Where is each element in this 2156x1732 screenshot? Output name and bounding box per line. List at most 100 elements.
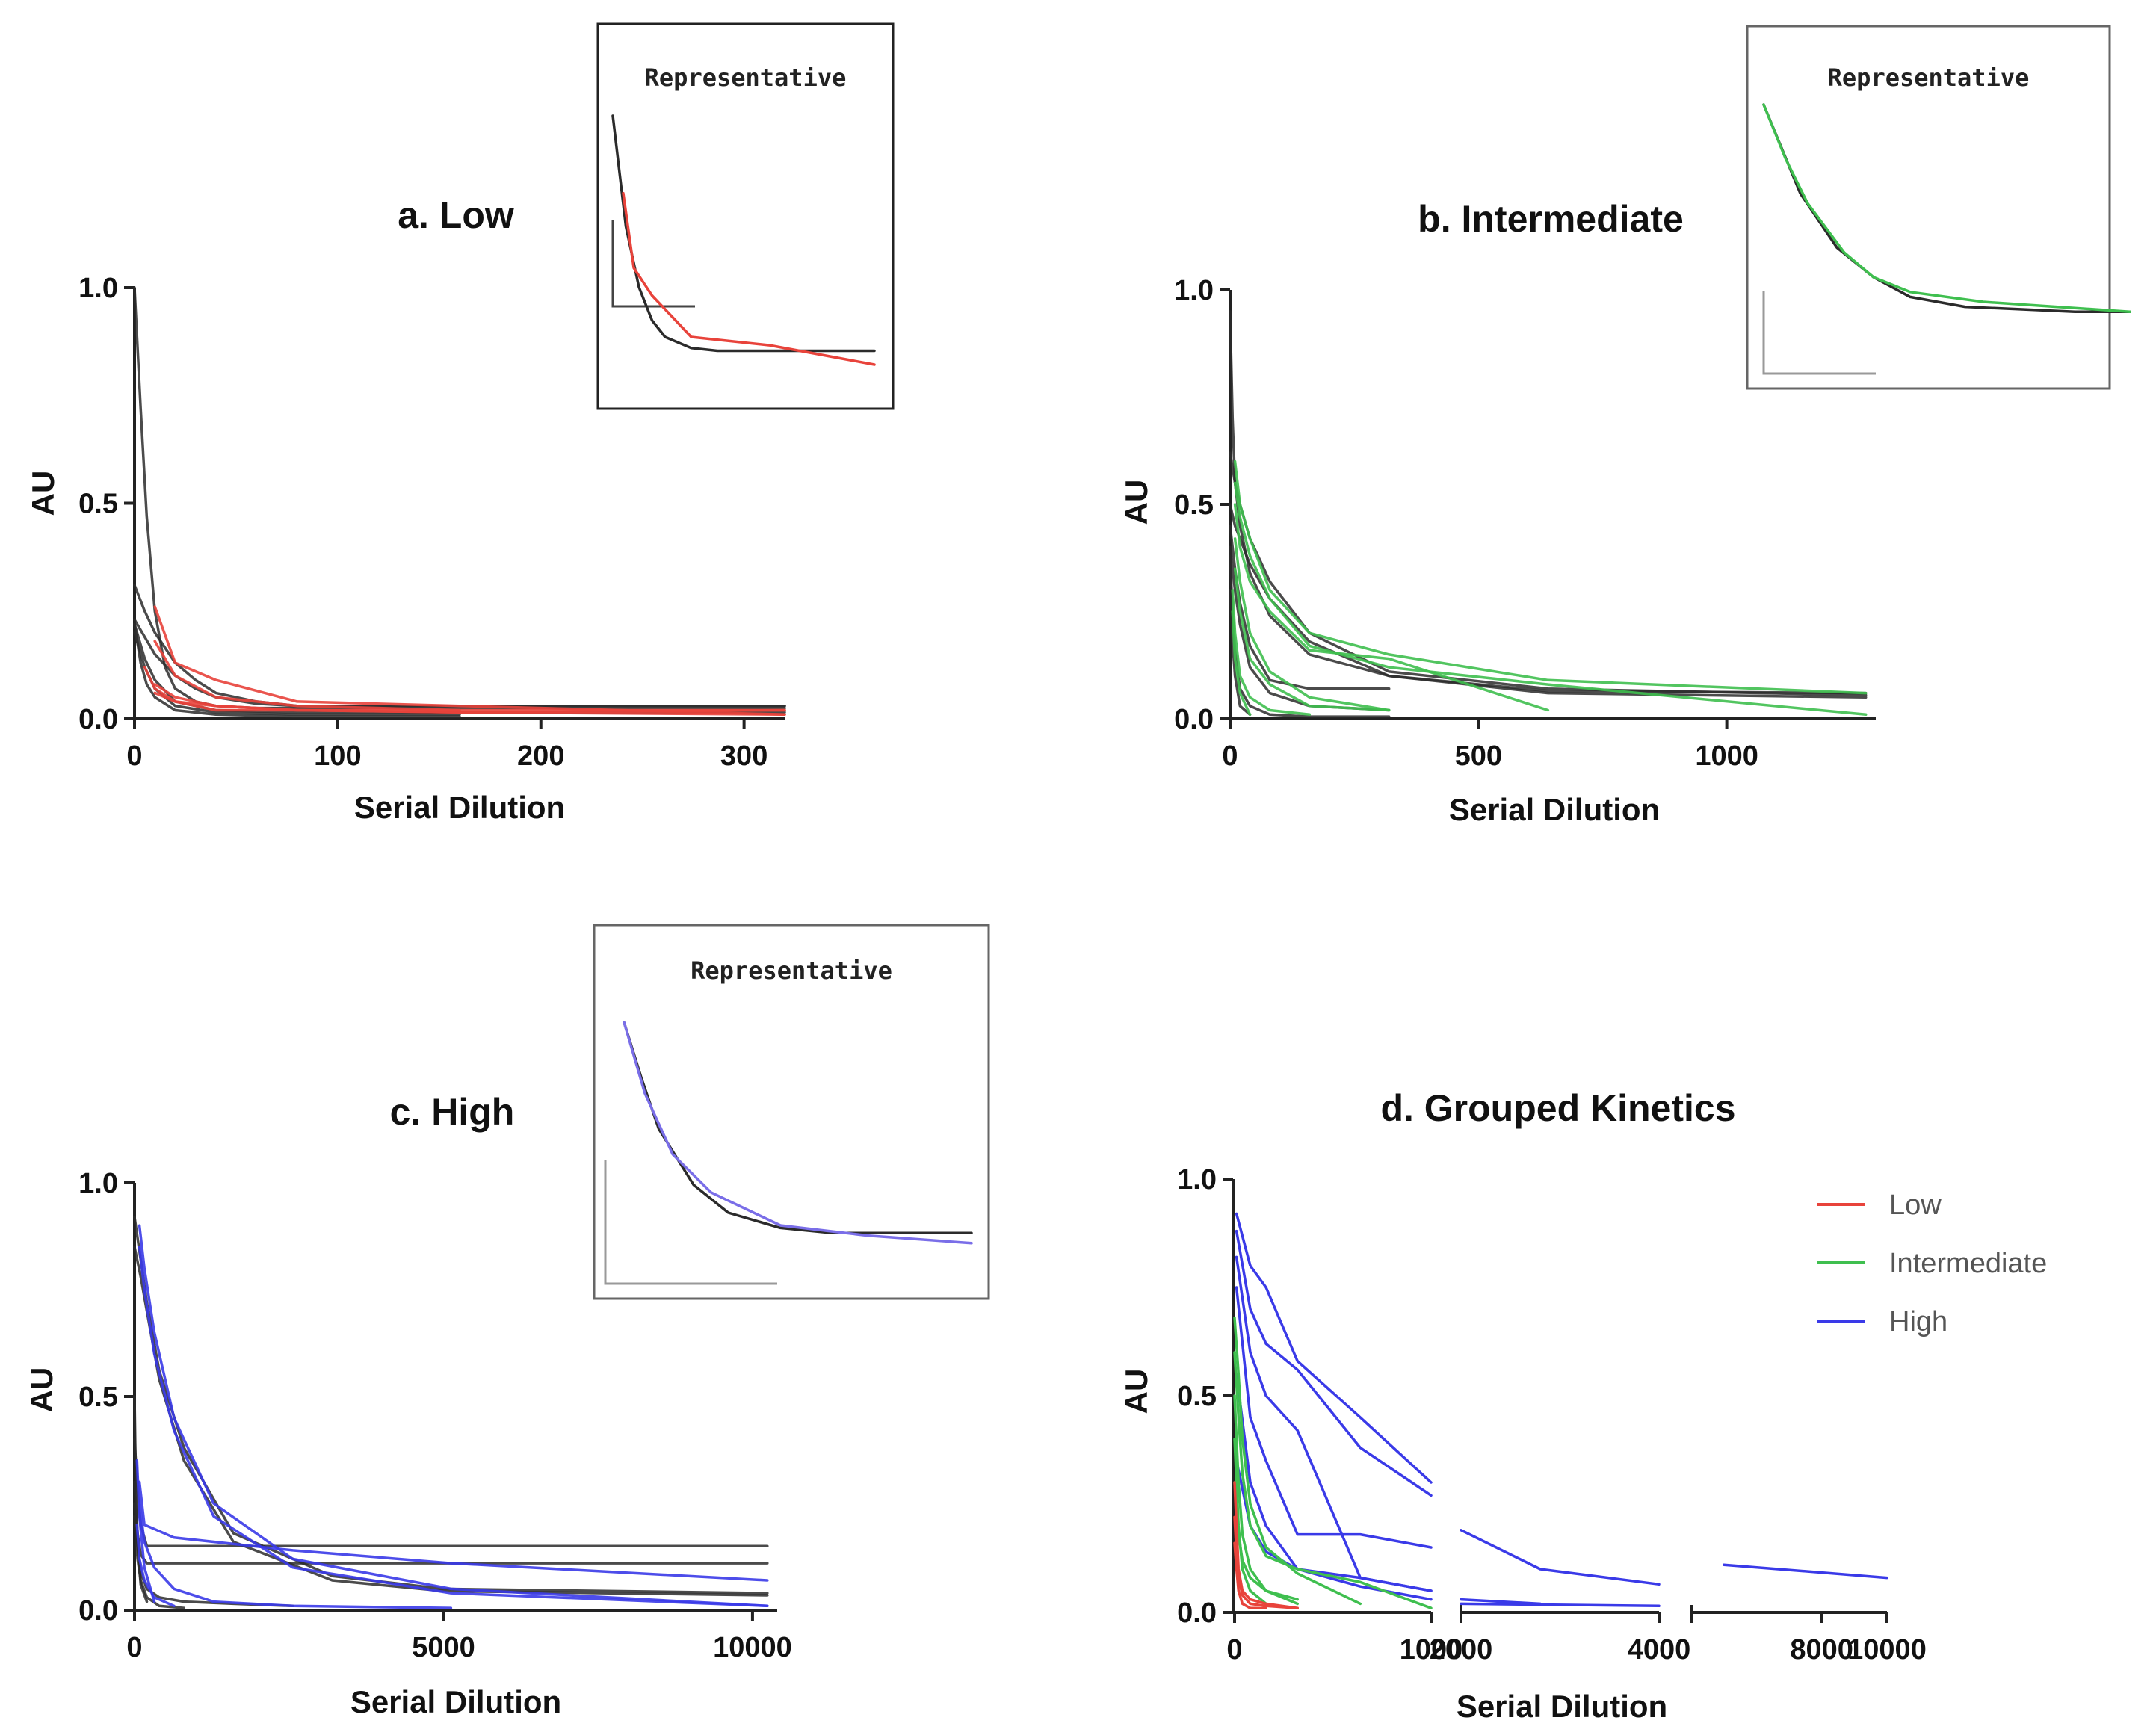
series-line-high [1235, 1212, 1433, 1484]
x-tick-label: 10000 [713, 1632, 792, 1663]
series-line-data [1233, 567, 1391, 712]
panel-low: a. Low AU Serial Dilution 0.0 0.5 1.0 0 100 2… [25, 22, 895, 825]
x-tick-label: 0 [126, 1632, 142, 1663]
x-tick-label: 0 [1222, 740, 1238, 772]
legend-label-high: High [1889, 1306, 1947, 1337]
inset-axes [611, 220, 695, 308]
inset-series-line [623, 1021, 973, 1245]
x-tick-label: 8000 [1790, 1634, 1853, 1665]
x-axis-label-high: Serial Dilution [350, 1684, 561, 1719]
inset-series-line [622, 191, 876, 366]
y-tick-label: 0.0 [78, 1595, 118, 1627]
series-line-fit [133, 618, 786, 708]
series-line-fit [1229, 503, 1868, 699]
series-line-fit [133, 1246, 769, 1597]
x-tick-label: 2000 [1430, 1634, 1493, 1665]
panel-intermediate: b. Intermediate AU Serial Dilution 0.0 0.… [1119, 25, 2131, 827]
x-tick-label: 5000 [412, 1632, 475, 1663]
inset-representative: Representative [596, 22, 895, 410]
x-tick-label: 1000 [1695, 740, 1758, 772]
panel-title-high: c. High [390, 1091, 515, 1133]
series-line-fit [133, 1438, 769, 1547]
panel-title-grouped: d. Grouped Kinetics [1380, 1087, 1735, 1129]
series-line-intermediate [1233, 1438, 1267, 1606]
x-tick-label: 1000 [1400, 1634, 1463, 1665]
series-line-data [138, 1502, 453, 1609]
series-line-data [1233, 460, 1868, 695]
series-line-high [1235, 1255, 1433, 1592]
series-line-high [1460, 1598, 1542, 1606]
series-line-high [1235, 1373, 1433, 1592]
series-line-fit [133, 584, 786, 708]
y-tick-label: 1.0 [78, 273, 118, 304]
y-tick-label: 1.0 [78, 1168, 118, 1199]
x-tick-label: 4000 [1628, 1634, 1691, 1665]
series-line-intermediate [1233, 1316, 1362, 1606]
series-line-data [138, 1224, 769, 1608]
inset-title: Representative [645, 64, 847, 92]
series-line-data [135, 1523, 176, 1608]
inset-axes [1762, 291, 1876, 375]
series-line-data [153, 691, 786, 714]
y-tick-label: 0.0 [1177, 1598, 1217, 1629]
inset-axes [604, 1160, 777, 1285]
y-axis-label-intermediate: AU [1119, 480, 1154, 525]
series-line-fit [133, 1480, 769, 1565]
x-tick-label: 500 [1455, 740, 1502, 772]
legend-label-intermediate: Intermediate [1889, 1248, 2047, 1279]
inset-series-line [1762, 103, 2131, 313]
series-line-data [1233, 537, 1391, 712]
x-tick-label: 0 [1226, 1634, 1242, 1665]
series-line-data [138, 1480, 769, 1582]
series-line-high [1235, 1286, 1433, 1549]
series-line-data [135, 1459, 156, 1603]
y-tick-label: 0.0 [1174, 704, 1214, 735]
series-line-data [153, 605, 786, 716]
panel-grouped: d. Grouped Kinetics AU Serial Dilution 0… [1119, 1087, 2047, 1724]
series-line-data [1233, 503, 1550, 712]
x-tick-label: 300 [720, 740, 767, 772]
y-axis-label-grouped: AU [1119, 1369, 1154, 1414]
x-tick-label: 0 [126, 740, 142, 772]
panel-title-intermediate: b. Intermediate [1418, 198, 1684, 240]
y-tick-label: 0.5 [1177, 1381, 1217, 1412]
y-axis-label-high: AU [24, 1367, 59, 1413]
y-tick-label: 0.5 [1174, 489, 1214, 521]
inset-title: Representative [1828, 64, 2030, 92]
y-tick-label: 1.0 [1177, 1164, 1217, 1196]
inset-frame [596, 22, 895, 410]
inset-representative: Representative [1746, 25, 2131, 390]
legend-label-low: Low [1889, 1190, 1942, 1221]
inset-frame [593, 924, 990, 1300]
y-tick-label: 0.5 [78, 1382, 118, 1413]
series-line-fit [1229, 589, 1252, 717]
x-axis-label-grouped: Serial Dilution [1457, 1689, 1667, 1724]
legend: Low Intermediate High [1817, 1190, 2047, 1337]
x-axis-label-intermediate: Serial Dilution [1449, 792, 1660, 827]
x-tick-label: 200 [517, 740, 564, 772]
y-tick-label: 0.0 [78, 704, 118, 735]
panel-high: c. High AU Serial Dilution 0.0 0.5 1.0 0 500… [24, 924, 990, 1719]
series-line-high [1235, 1229, 1433, 1497]
series-line-high [1722, 1563, 1888, 1580]
series-line-high [1235, 1459, 1433, 1601]
series-line-intermediate [1233, 1481, 1299, 1601]
series-line-intermediate [1233, 1351, 1433, 1609]
series-line-data [138, 1246, 769, 1608]
panel-title-low: a. Low [398, 194, 514, 236]
y-tick-label: 0.5 [78, 489, 118, 520]
inset-series-line [623, 1021, 973, 1234]
x-axis-label-low: Serial Dilution [354, 790, 565, 825]
series-line-low [1233, 1541, 1267, 1609]
y-axis-label-low: AU [25, 471, 61, 516]
series-line-data [153, 640, 786, 712]
x-tick-label: 10000 [1847, 1634, 1927, 1665]
series-line-fit [133, 622, 461, 718]
inset-frame [1746, 25, 2111, 390]
x-tick-label: 100 [314, 740, 361, 772]
y-tick-label: 1.0 [1174, 275, 1214, 306]
series-line-high [1460, 1602, 1661, 1608]
series-line-data [1231, 610, 1252, 717]
series-line-data [1233, 481, 1868, 717]
